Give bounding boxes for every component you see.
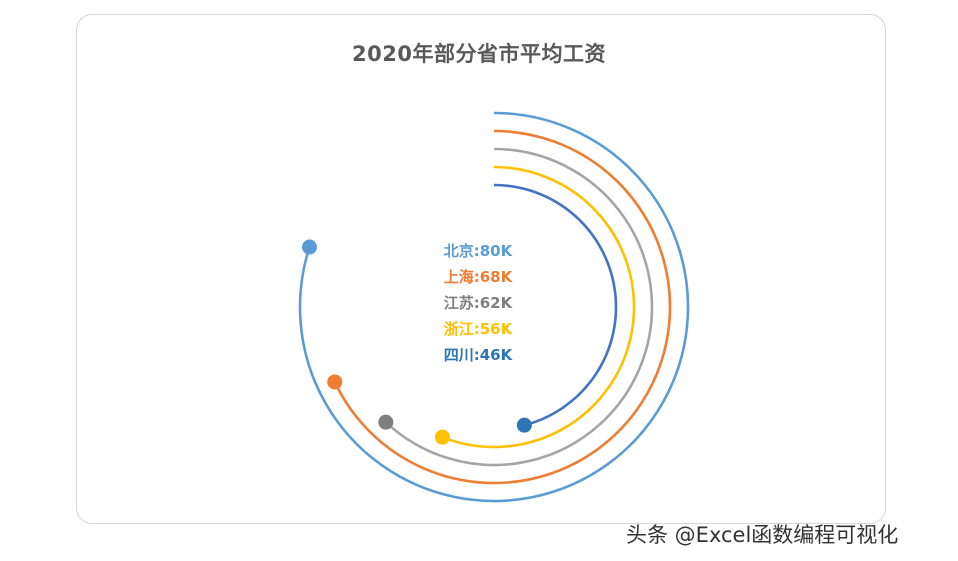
arc-浙江: [441, 165, 636, 449]
data-label-四川: 四川:46K: [444, 346, 514, 364]
arc-江苏: [384, 147, 654, 467]
arc-end-dot-上海: [327, 374, 343, 390]
arc-北京: [298, 111, 690, 503]
arc-end-dot-浙江: [434, 429, 450, 445]
chart-card: [76, 14, 886, 524]
arc-end-dot-四川: [516, 417, 532, 433]
arc-end-dot-北京: [302, 239, 317, 255]
arc-上海: [333, 129, 672, 485]
arc-四川: [493, 183, 618, 427]
chart-title: 2020年部分省市平均工资: [352, 42, 606, 66]
watermark-text: 头条 @Excel函数编程可视化: [626, 523, 899, 547]
data-label-上海: 上海:68K: [444, 268, 514, 286]
arc-end-dot-江苏: [378, 414, 394, 430]
data-label-江苏: 江苏:62K: [444, 294, 514, 312]
data-label-北京: 北京:80K: [444, 242, 514, 260]
data-label-浙江: 浙江:56K: [444, 320, 514, 338]
